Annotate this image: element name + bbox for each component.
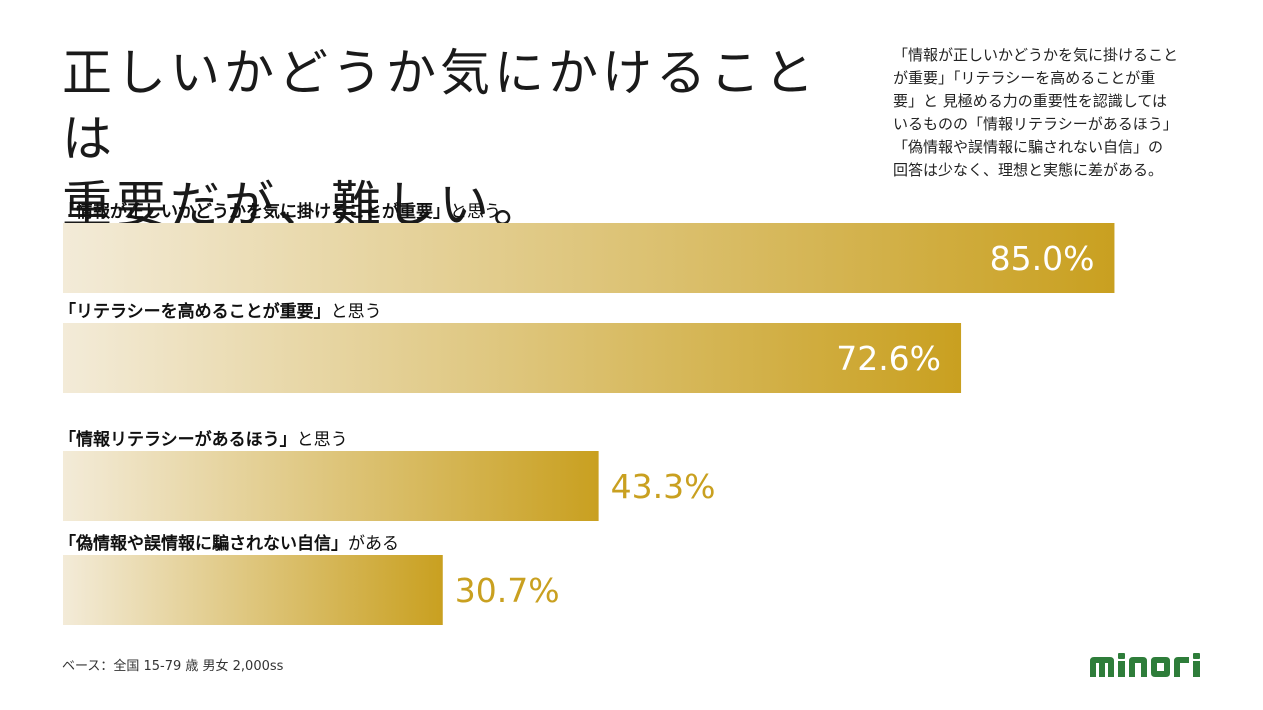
base-note: ベース：全国 15-79 歳 男女 2,000ss — [62, 659, 284, 674]
bar-value-label: 72.6% — [836, 339, 941, 378]
bar-label: 「リテラシーを高めることが重要」と思う — [59, 301, 382, 322]
bar-value-label: 85.0% — [990, 239, 1095, 278]
bar — [63, 555, 443, 625]
bar-label-suffix: がある — [348, 534, 399, 554]
note-line: が重要」「リテラシーを高めることが重 — [893, 69, 1156, 87]
bar-label-emphasis: 「情報が正しいかどうかを気に掛けることが重要」 — [59, 201, 450, 222]
bar-label: 「偽情報や誤情報に騙されない自信」がある — [59, 533, 399, 554]
bar — [63, 451, 599, 521]
note-line: 回答は少なく、理想と実態に差がある。 — [893, 161, 1164, 179]
bar-value-label: 43.3% — [611, 467, 716, 506]
bar-label-suffix: と思う — [331, 302, 382, 322]
bar-label-emphasis: 「偽情報や誤情報に騙されない自信」 — [59, 533, 348, 554]
bar-label-suffix: と思う — [450, 202, 501, 222]
title-line-1: 正しいかどうか気にかけることは — [62, 44, 818, 168]
note-line: 「偽情報や誤情報に騙されない自信」の — [893, 138, 1164, 156]
bar-value-label: 30.7% — [455, 571, 560, 610]
note-line: 「情報が正しいかどうかを気に掛けること — [893, 46, 1179, 64]
minori-logo: minori — [1088, 653, 1224, 683]
bar — [63, 223, 1115, 293]
logo-mark — [1090, 653, 1200, 677]
summary-note: 「情報が正しいかどうかを気に掛けること が重要」「リテラシーを高めることが重 要… — [893, 44, 1223, 182]
note-line: いるものの「情報リテラシーがあるほう」 — [893, 115, 1178, 133]
bar — [63, 323, 962, 393]
note-line: 要」と 見極める力の重要性を認識しては — [893, 92, 1168, 110]
bar-label-emphasis: 「情報リテラシーがあるほう」 — [59, 429, 297, 450]
bar-label: 「情報が正しいかどうかを気に掛けることが重要」と思う — [59, 201, 501, 222]
bar-label: 「情報リテラシーがあるほう」と思う — [59, 429, 348, 450]
bar-label-emphasis: 「リテラシーを高めることが重要」 — [59, 301, 331, 322]
bar-label-suffix: と思う — [297, 430, 348, 450]
